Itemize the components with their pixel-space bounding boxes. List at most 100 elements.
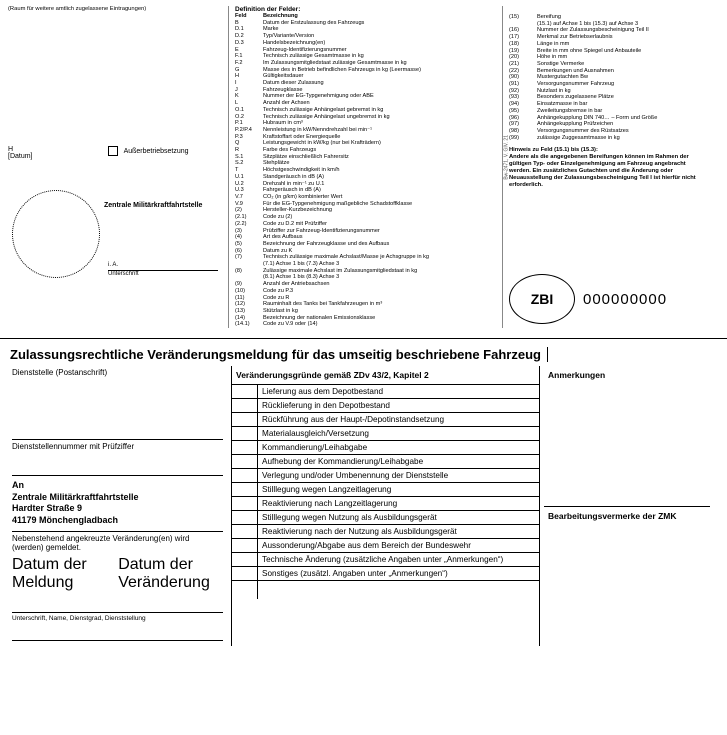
def-code: (2.1) [235, 214, 263, 221]
def-row: (18)Länge in mm [509, 41, 703, 48]
reason-text: Aussonderung/Abgabe aus dem Bereich der … [258, 539, 539, 552]
def-row: (9)Anzahl der Antriebsachsen [235, 281, 496, 288]
def-row: U.1Standgeräusch in dB (A) [235, 174, 496, 181]
def-text: Technisch zulässige maximale Achslast/Ma… [263, 254, 496, 261]
def-col-feld: Feld [235, 13, 263, 20]
reason-checkbox[interactable] [232, 581, 258, 599]
addr-line-2: Hardter Straße 9 [12, 503, 223, 515]
def-text: Bezeichnung der Fahrzeugklasse und des A… [263, 241, 496, 248]
reason-checkbox[interactable] [232, 511, 258, 524]
reason-checkbox[interactable] [232, 441, 258, 454]
def-code: B [235, 20, 263, 27]
def-text: Technisch zulässige Anhängelast gebremst… [263, 107, 496, 114]
def-text: Gültigkeitsdauer [263, 73, 496, 80]
datum-meldung-label: Datum der Meldung [12, 556, 98, 592]
def-code: (2) [235, 207, 263, 214]
def-code: I [235, 80, 263, 87]
reason-text: Rückführung aus der Haupt-/Depotinstands… [258, 413, 539, 426]
def-text: Handelsbezeichnung(en) [263, 40, 496, 47]
def-row: (16)Nummer der Zulassungsbescheinigung T… [509, 27, 703, 34]
def-row: (15.1) auf Achse 1 bis (15.3) auf Achse … [509, 21, 703, 28]
reason-checkbox[interactable] [232, 483, 258, 496]
def-text: Bezeichnung der nationalen Emissionsklas… [263, 315, 496, 322]
def-row: P.2/P.4Nennleistung in kW/Nenndrehzahl b… [235, 127, 496, 134]
def-row: (5)Bezeichnung der Fahrzeugklasse und de… [235, 241, 496, 248]
def-row: (95)Zweileitungsbremse in bar [509, 108, 703, 115]
def-text: Prüfziffer zur Fahrzeug-Identifizierungs… [263, 228, 496, 235]
def-text: CO₂ (in g/km) kombinierter Wert [263, 194, 496, 201]
def-text: Nummer der Zulassungsbescheinigung Teil … [537, 27, 703, 34]
reason-checkbox[interactable] [232, 525, 258, 538]
def-row: U.3Fahrgeräusch in dB (A) [235, 187, 496, 194]
reason-checkbox[interactable] [232, 427, 258, 440]
def-text: Nennleistung in kW/Nenndrehzahl bei min⁻… [263, 127, 496, 134]
def-row: (99)zulässige Zuggesamtmasse in kg [509, 135, 703, 142]
def-code: (9) [235, 281, 263, 288]
def-code: (94) [509, 101, 537, 108]
def-code: (90) [509, 74, 537, 81]
signature-caption: Unterschrift, Name, Dienstgrad, Dienstst… [8, 615, 227, 622]
def-row: (13)Stützlast in kg [235, 308, 496, 315]
def-title: Definition der Felder: [235, 6, 496, 13]
def-code: (2.2) [235, 221, 263, 228]
reason-checkbox[interactable] [232, 385, 258, 398]
def-row: RFarbe des Fahrzeugs [235, 147, 496, 154]
def-code [509, 21, 537, 28]
ausserbetrieb-checkbox[interactable] [108, 146, 118, 156]
def-code: (5) [235, 241, 263, 248]
def-code: S.2 [235, 160, 263, 167]
reason-row: Rücklieferung in den Depotbestand [232, 399, 539, 413]
def-code: (3) [235, 228, 263, 235]
def-text: Zweileitungsbremse in bar [537, 108, 703, 115]
def-code: D.1 [235, 26, 263, 33]
reason-text: Lieferung aus dem Depotbestand [258, 385, 539, 398]
def-row: (7)Technisch zulässige maximale Achslast… [235, 254, 496, 261]
def-code: (12) [235, 301, 263, 308]
def-text: (8.1) Achse 1 bis (8.3) Achse 3 [263, 274, 496, 281]
def-code: D.3 [235, 40, 263, 47]
reason-checkbox[interactable] [232, 455, 258, 468]
def-row: JFahrzeugklasse [235, 87, 496, 94]
reason-row: Reaktivierung nach der Nutzung als Ausbi… [232, 525, 539, 539]
reason-row: Sonstiges (zusätzl. Angaben unter „Anmer… [232, 567, 539, 581]
reason-row: Lieferung aus dem Depotbestand [232, 385, 539, 399]
hint-title: Hinweis zu Feld (15.1) bis (15.3): [509, 147, 703, 154]
reason-checkbox[interactable] [232, 553, 258, 566]
serial-number: 000000000 [583, 291, 667, 308]
top-left-col: (Raum für weitere amtlich zugelassene Ei… [8, 6, 228, 328]
def-text: Fahrzeugklasse [263, 87, 496, 94]
change-report-title: Zulassungsrechtliche Veränderungsmeldung… [0, 339, 727, 366]
def-row: O.2Technisch zulässige Anhängelast ungeb… [235, 114, 496, 121]
def-code: (6) [235, 248, 263, 255]
reason-row: Materialausgleich/Versetzung [232, 427, 539, 441]
def-row: (12)Rauminhalt des Tanks bei Tankfahrzeu… [235, 301, 496, 308]
def-text: Höchstgeschwindigkeit in km/h [263, 167, 496, 174]
def-text: Anzahl der Antriebsachsen [263, 281, 496, 288]
address-block: An Zentrale Militärkraftfahrtstelle Hard… [8, 476, 227, 531]
def-text: (15.1) auf Achse 1 bis (15.3) auf Achse … [537, 21, 703, 28]
reason-checkbox[interactable] [232, 497, 258, 510]
zbi-text: ZBI [531, 291, 554, 307]
def-row: D.3Handelsbezeichnung(en) [235, 40, 496, 47]
def-row: (90)Mustergutachten Bw [509, 74, 703, 81]
def-code: (97) [509, 121, 537, 128]
def-row: (8)Zulässige maximale Achslast im Zulass… [235, 268, 496, 275]
col-right: Anmerkungen Bearbeitungsvermerke der ZMK [540, 366, 710, 646]
def-code: (22) [509, 68, 537, 75]
anmerkungen-label: Anmerkungen [544, 366, 710, 382]
def-text: Sitzplätze einschließlich Fahrersitz [263, 154, 496, 161]
reason-checkbox[interactable] [232, 567, 258, 580]
def-row: (92)Nutzlast in kg [509, 88, 703, 95]
reason-checkbox[interactable] [232, 539, 258, 552]
reason-checkbox[interactable] [232, 413, 258, 426]
def-row: (17)Merkmal zur Betriebserlaubnis [509, 34, 703, 41]
def-text: Anzahl der Achsen [263, 100, 496, 107]
def-code: T [235, 167, 263, 174]
def-text: Technisch zulässige Gesamtmasse in kg [263, 53, 496, 60]
def-row: (19)Breite in mm ohne Spiegel und Anbaut… [509, 48, 703, 55]
reason-checkbox[interactable] [232, 399, 258, 412]
def-text: Standgeräusch in dB (A) [263, 174, 496, 181]
def-text: (7.1) Achse 1 bis (7.3) Achse 3 [263, 261, 496, 268]
def-code: H [235, 73, 263, 80]
reason-checkbox[interactable] [232, 469, 258, 482]
